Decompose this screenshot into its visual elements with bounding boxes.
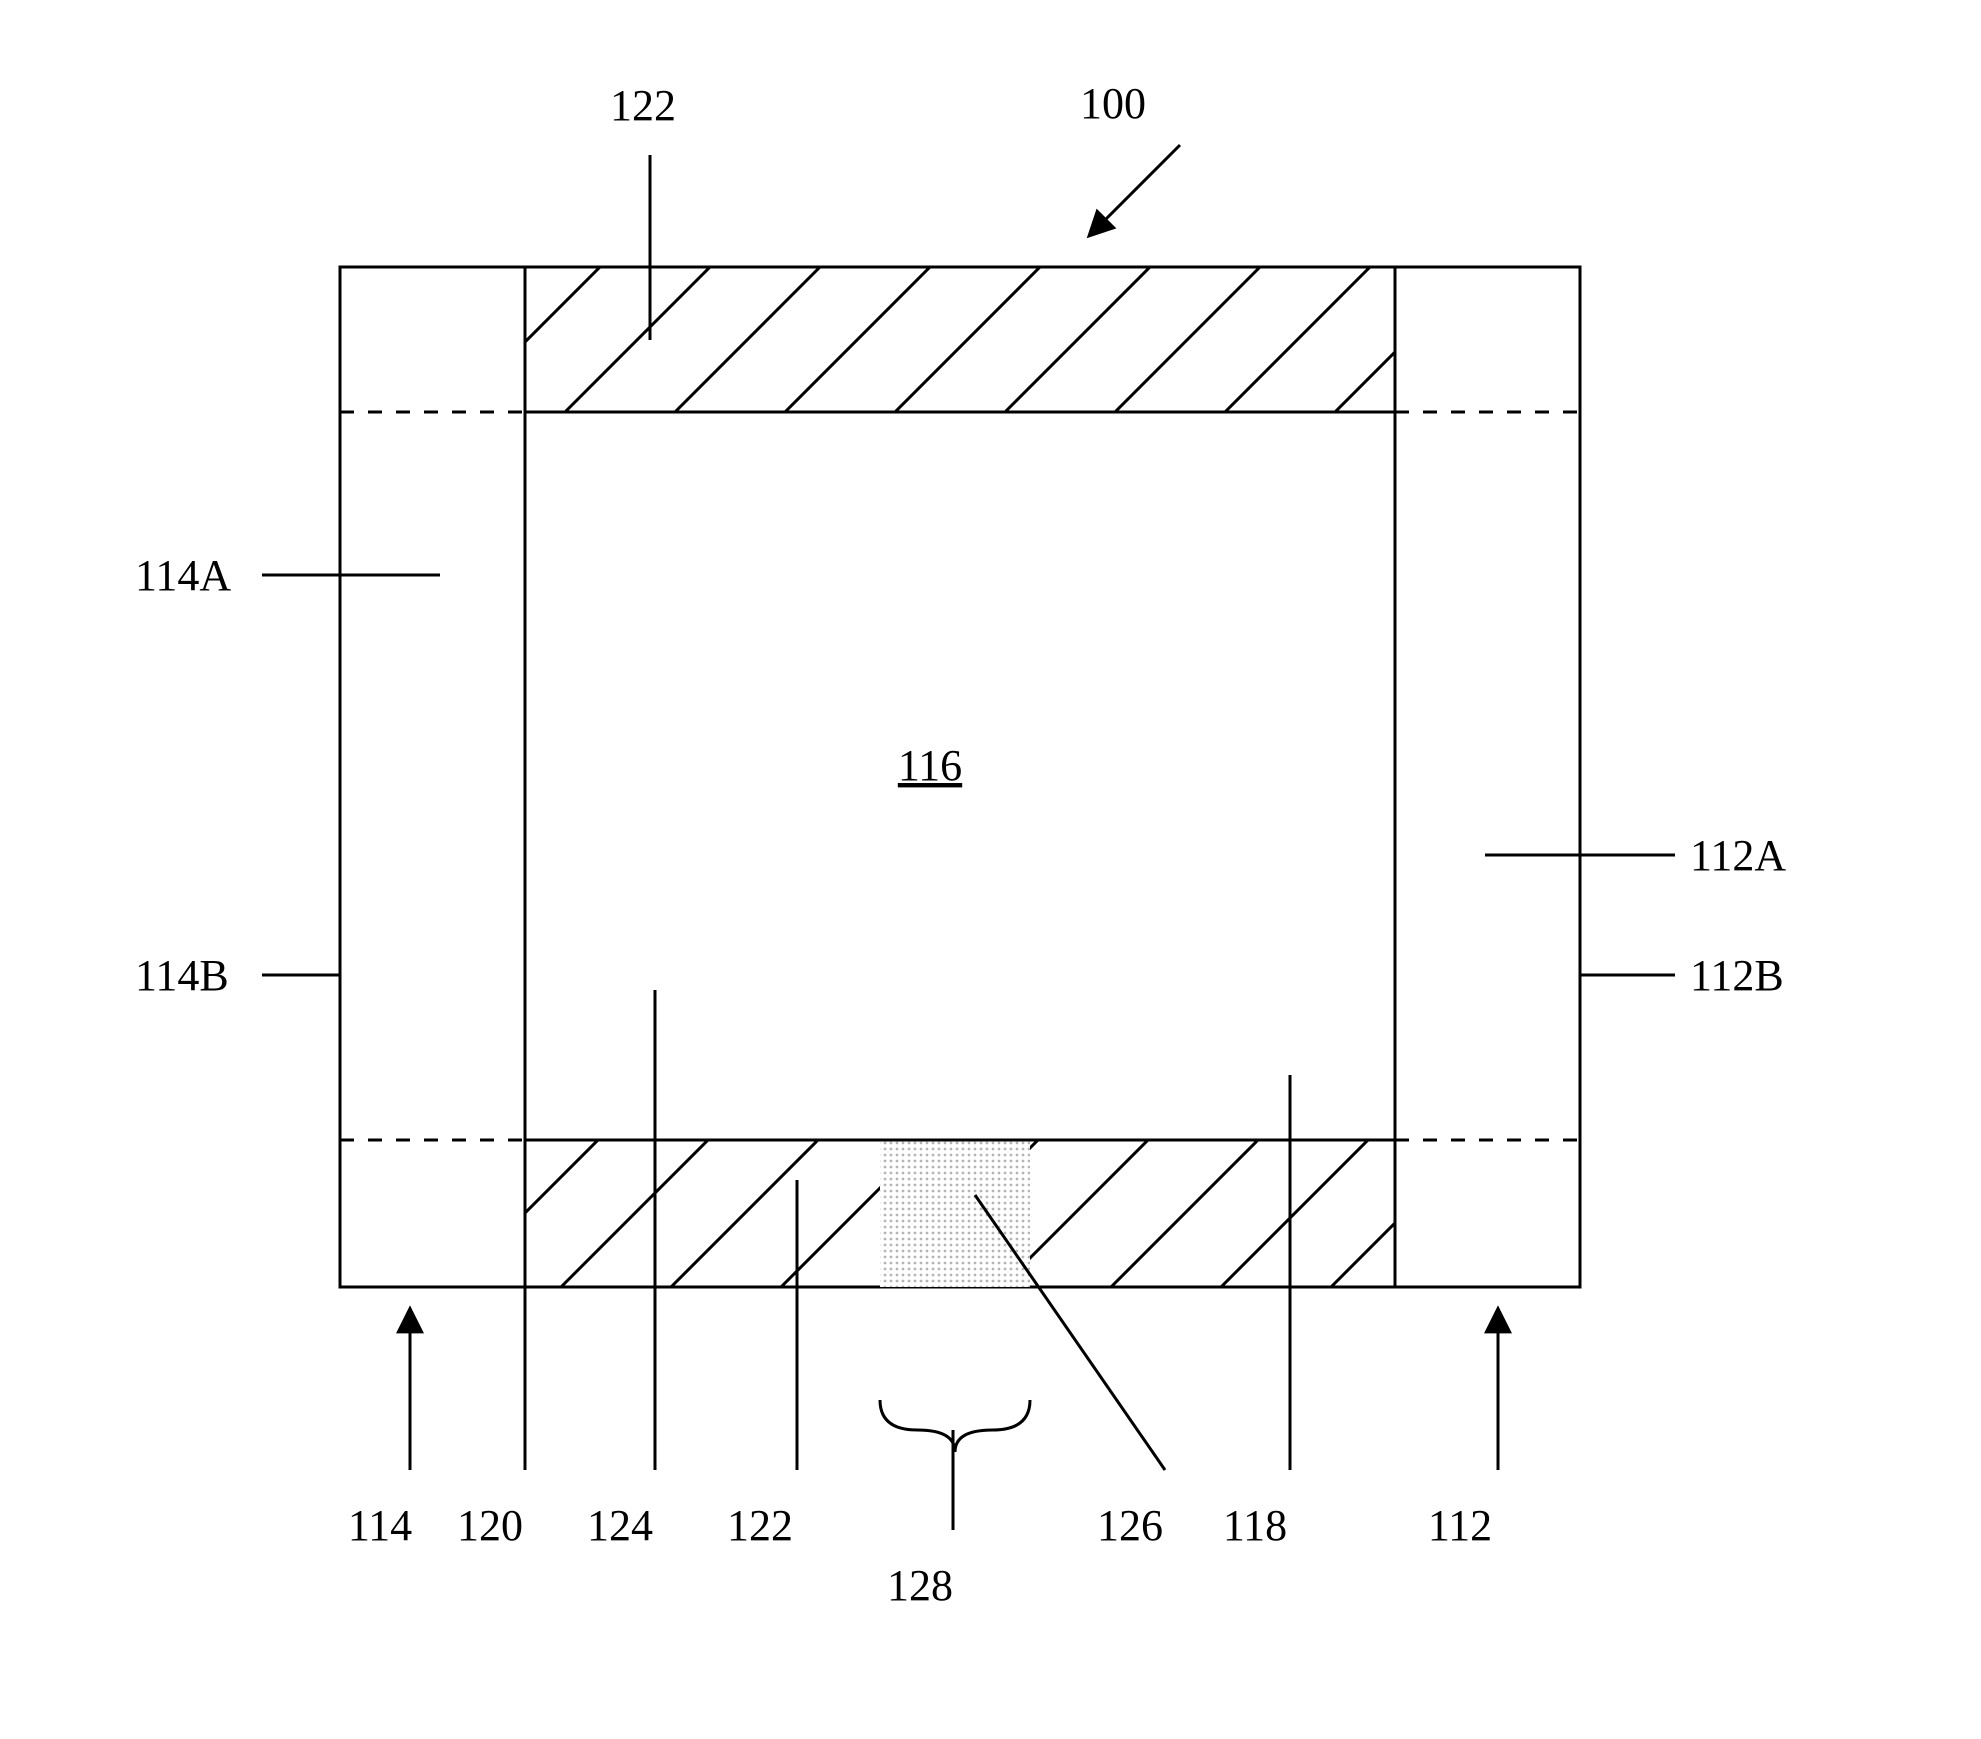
label-122-top: 122	[610, 81, 676, 130]
label-114A: 114A	[135, 551, 231, 600]
label-126: 126	[1097, 1501, 1163, 1550]
label-100: 100	[1080, 79, 1146, 128]
label-112: 112	[1428, 1501, 1492, 1550]
leader-100	[1090, 145, 1180, 235]
brace-128	[880, 1400, 1030, 1452]
dotted-region-126	[880, 1140, 1030, 1287]
label-124: 124	[587, 1501, 653, 1550]
label-128: 128	[887, 1561, 953, 1610]
label-122-bot: 122	[727, 1501, 793, 1550]
label-112B: 112B	[1690, 951, 1784, 1000]
hatch-top	[125, 267, 1590, 412]
label-114: 114	[348, 1501, 412, 1550]
label-114B: 114B	[135, 951, 229, 1000]
label-112A: 112A	[1690, 831, 1786, 880]
label-120: 120	[457, 1501, 523, 1550]
label-118: 118	[1223, 1501, 1287, 1550]
label-116: 116	[898, 741, 962, 790]
